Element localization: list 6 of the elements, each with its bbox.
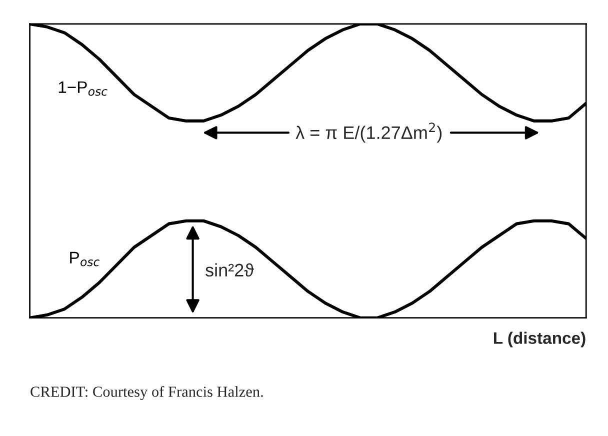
text: CREDIT: Courtesy of Francis Halzen. bbox=[30, 386, 263, 400]
annotation: λ = π E/(1.27Δm$^{2}$) bbox=[296, 122, 442, 143]
series-label: P$_{osc}$ bbox=[70, 252, 100, 266]
x-axis-title: L (distance) bbox=[494, 332, 586, 348]
series-label: 1−P$_{osc}$ bbox=[58, 81, 108, 96]
annotation: sin²2ϑ bbox=[206, 263, 254, 277]
